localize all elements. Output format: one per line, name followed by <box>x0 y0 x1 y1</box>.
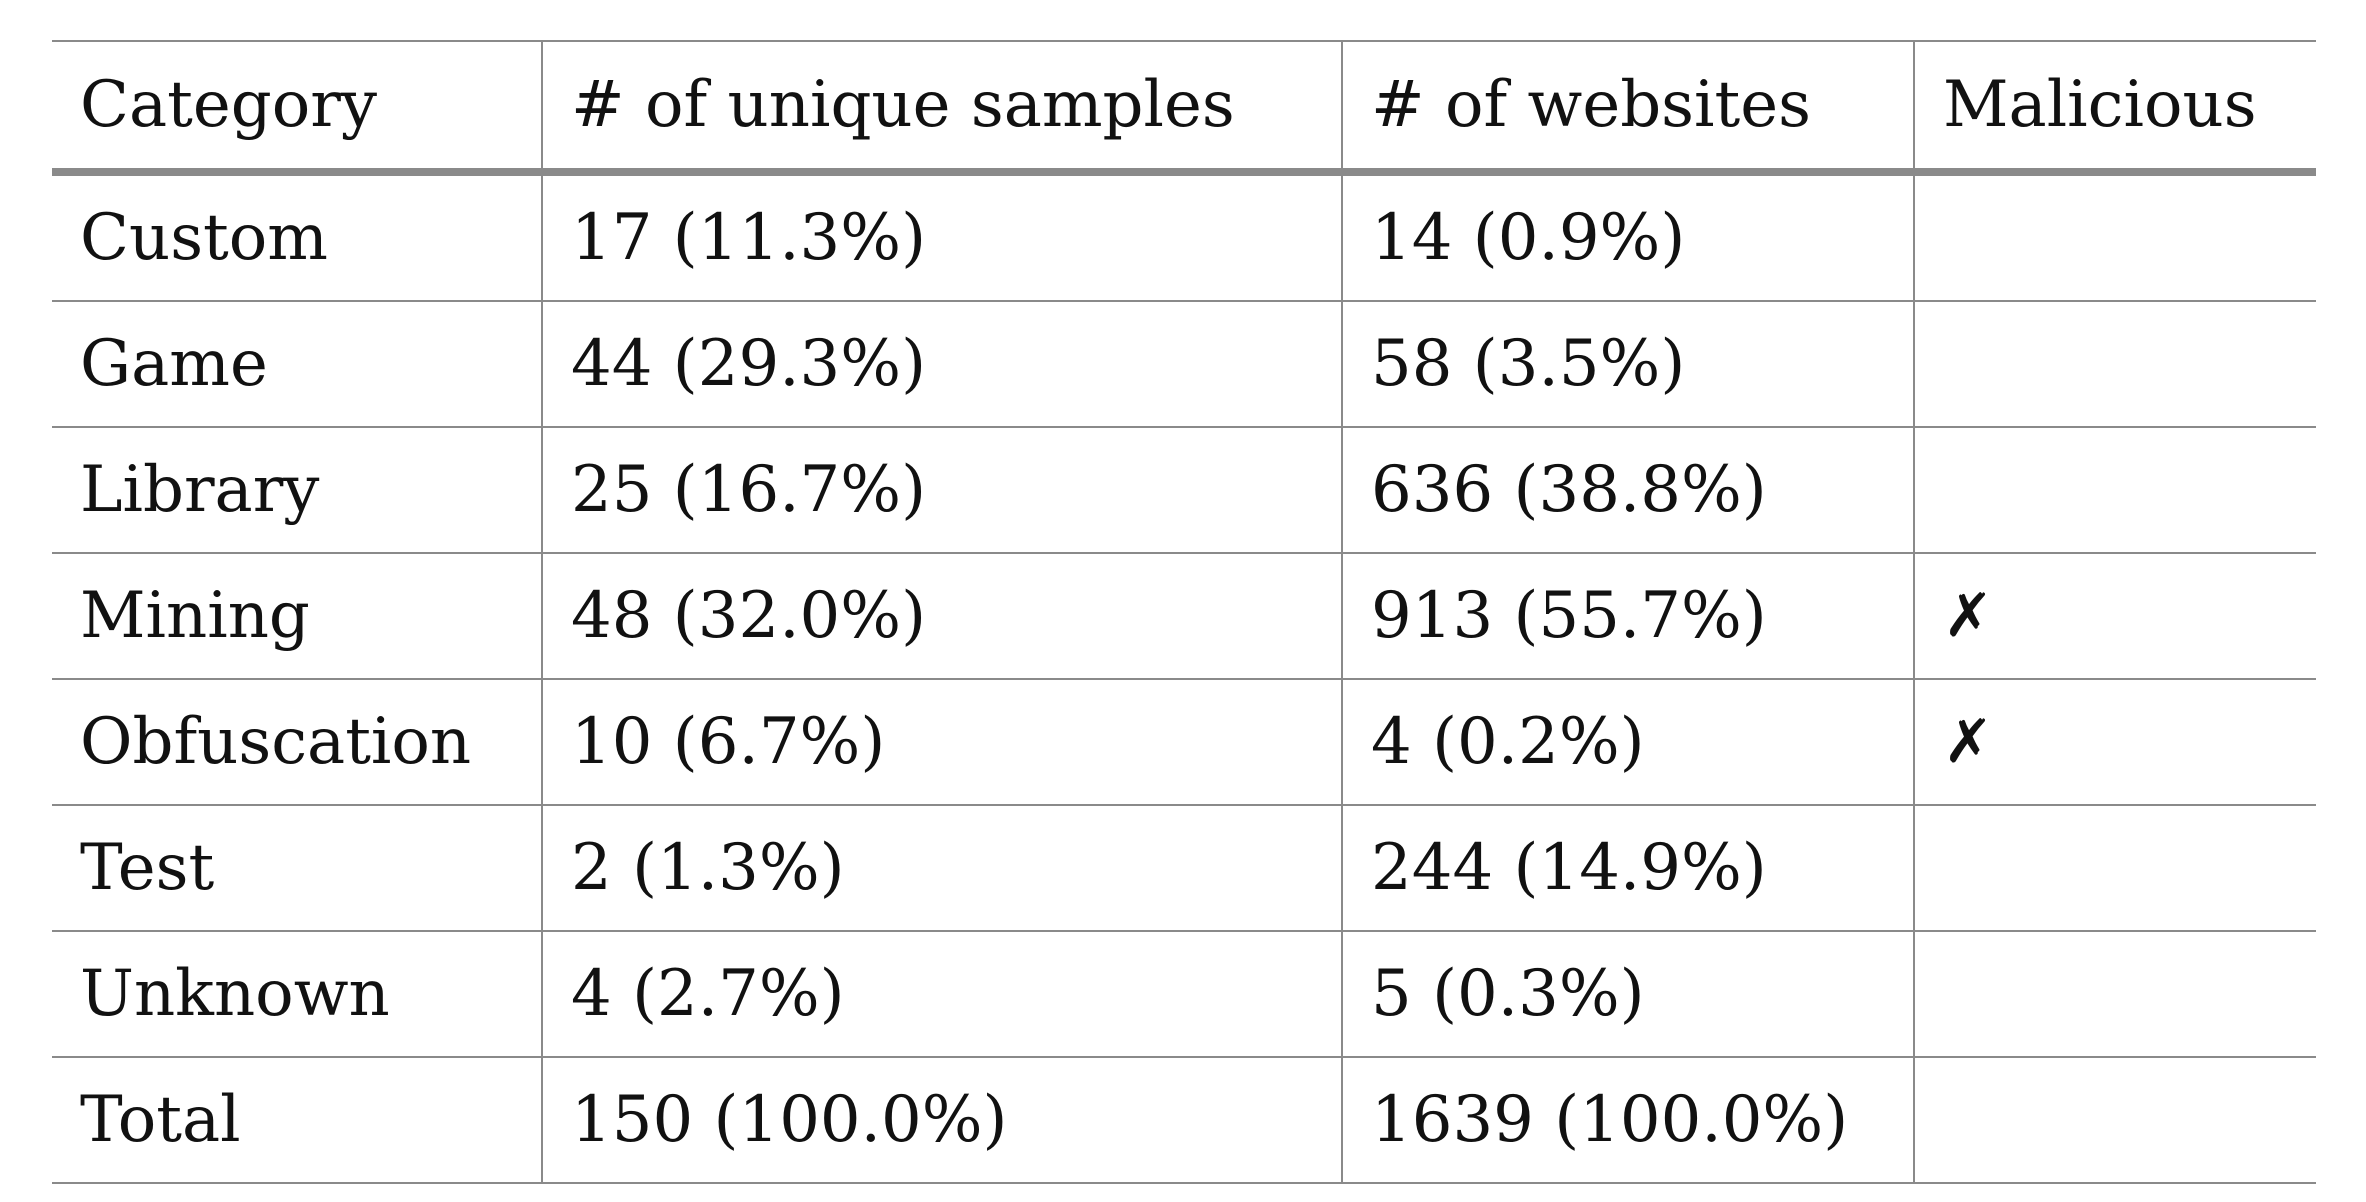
category-table-container: Category # of unique samples # of websit… <box>52 40 2316 1184</box>
cell-malicious <box>1913 1056 2316 1184</box>
header-malicious: Malicious <box>1913 40 2316 176</box>
cell-category: Obfuscation <box>52 678 543 806</box>
table-row: Test 2 (1.3%) 244 (14.9%) <box>52 804 2316 932</box>
cell-category: Total <box>52 1056 543 1184</box>
cell-websites: 4 (0.2%) <box>1341 678 1915 806</box>
cell-category: Mining <box>52 552 543 680</box>
cell-unique-samples: 4 (2.7%) <box>541 930 1343 1058</box>
cell-websites: 58 (3.5%) <box>1341 300 1915 428</box>
cell-malicious <box>1913 300 2316 428</box>
table-row: Game 44 (29.3%) 58 (3.5%) <box>52 300 2316 428</box>
cell-malicious <box>1913 804 2316 932</box>
cell-category: Library <box>52 426 543 554</box>
cell-category: Test <box>52 804 543 932</box>
header-websites: # of websites <box>1341 40 1915 176</box>
table-row-total: Total 150 (100.0%) 1639 (100.0%) <box>52 1056 2316 1184</box>
table-row: Unknown 4 (2.7%) 5 (0.3%) <box>52 930 2316 1058</box>
cell-unique-samples: 44 (29.3%) <box>541 300 1343 428</box>
cell-unique-samples: 150 (100.0%) <box>541 1056 1343 1184</box>
cell-websites: 244 (14.9%) <box>1341 804 1915 932</box>
cell-malicious <box>1913 426 2316 554</box>
table-row: Library 25 (16.7%) 636 (38.8%) <box>52 426 2316 554</box>
cell-websites: 5 (0.3%) <box>1341 930 1915 1058</box>
cell-unique-samples: 48 (32.0%) <box>541 552 1343 680</box>
cell-websites: 1639 (100.0%) <box>1341 1056 1915 1184</box>
cell-unique-samples: 25 (16.7%) <box>541 426 1343 554</box>
cell-websites: 913 (55.7%) <box>1341 552 1915 680</box>
cell-malicious: ✗ <box>1913 552 2316 680</box>
cell-malicious <box>1913 930 2316 1058</box>
cell-malicious <box>1913 172 2316 302</box>
category-table: Category # of unique samples # of websit… <box>52 40 2316 1184</box>
cell-unique-samples: 17 (11.3%) <box>541 172 1343 302</box>
header-category: Category <box>52 40 543 176</box>
cell-category: Unknown <box>52 930 543 1058</box>
header-unique-samples: # of unique samples <box>541 40 1343 176</box>
cell-category: Game <box>52 300 543 428</box>
cell-unique-samples: 10 (6.7%) <box>541 678 1343 806</box>
cell-websites: 14 (0.9%) <box>1341 172 1915 302</box>
table-header-row: Category # of unique samples # of websit… <box>52 40 2316 176</box>
cell-unique-samples: 2 (1.3%) <box>541 804 1343 932</box>
table-row: Obfuscation 10 (6.7%) 4 (0.2%) ✗ <box>52 678 2316 806</box>
table-row: Custom 17 (11.3%) 14 (0.9%) <box>52 172 2316 302</box>
table-row: Mining 48 (32.0%) 913 (55.7%) ✗ <box>52 552 2316 680</box>
cell-malicious: ✗ <box>1913 678 2316 806</box>
cell-category: Custom <box>52 172 543 302</box>
cell-websites: 636 (38.8%) <box>1341 426 1915 554</box>
